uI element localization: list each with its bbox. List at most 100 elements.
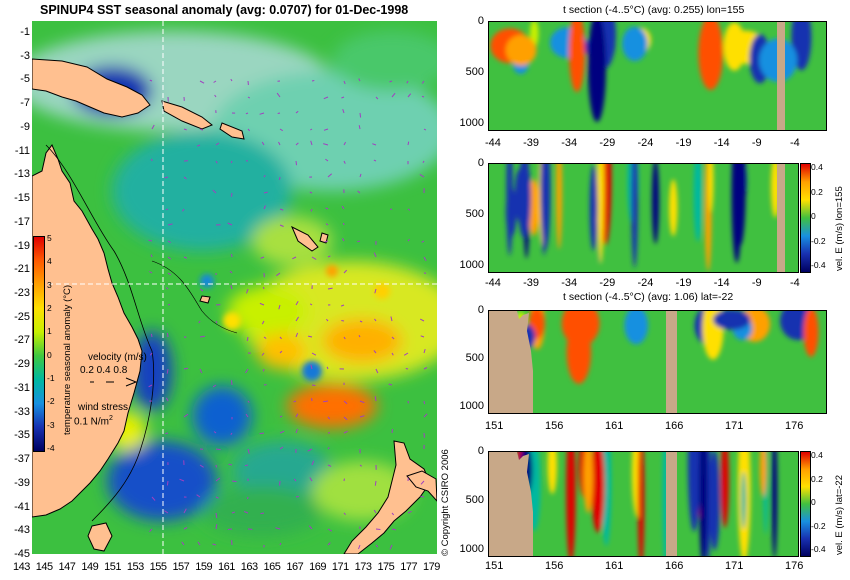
velocity-vector — [310, 208, 313, 212]
velocity-vector — [278, 141, 281, 146]
map-lon-label: 151 — [104, 561, 121, 573]
section-feature — [741, 471, 747, 529]
section-colorbar — [800, 451, 811, 557]
velocity-vector — [295, 316, 300, 322]
section-panel[interactable] — [488, 163, 799, 273]
velocity-vector — [327, 173, 333, 178]
velocity-vector — [375, 96, 379, 100]
velocity-vector — [167, 240, 171, 244]
velocity-vector — [183, 413, 189, 418]
velocity-vector — [231, 254, 233, 258]
map-lon-label: 173 — [354, 561, 372, 573]
velocity-vector — [311, 384, 316, 386]
velocity-vector — [244, 464, 249, 467]
section-feature — [583, 452, 593, 513]
pacific-islands — [161, 100, 329, 304]
section-panel[interactable] — [488, 310, 827, 414]
section-land-mask — [777, 22, 785, 130]
velocity-vector — [327, 542, 331, 546]
section-colorbar-tick: -0.2 — [811, 235, 826, 246]
velocity-vector — [279, 224, 284, 227]
velocity-vector — [308, 525, 313, 530]
velocity-vector — [231, 480, 237, 483]
velocity-vector — [388, 383, 393, 386]
section-depth-tick: 1000 — [459, 543, 484, 555]
velocity-vector — [165, 432, 169, 435]
velocity-vector — [247, 128, 250, 132]
velocity-vector — [326, 366, 329, 370]
section-panel[interactable] — [488, 451, 799, 557]
velocity-vector — [279, 336, 282, 340]
new-zealand-land — [343, 440, 431, 554]
section-colorbar — [800, 163, 811, 273]
velocity-vector — [263, 175, 266, 178]
velocity-vector — [164, 510, 169, 514]
wind-stress-key-label: wind stress — [78, 402, 129, 413]
velocity-vector — [295, 110, 299, 114]
map-lat-label: -21 — [14, 263, 30, 276]
velocity-vector — [212, 189, 217, 194]
sst-anomaly-map[interactable] — [32, 21, 437, 554]
section-x-tick: -39 — [523, 137, 540, 149]
velocity-vector — [421, 240, 425, 243]
section-colorbar-tick: -0.4 — [811, 544, 826, 554]
section-depth-tick: 0 — [477, 15, 484, 27]
velocity-vector — [279, 415, 283, 418]
section-feature — [651, 164, 660, 244]
velocity-vector — [343, 430, 348, 434]
map-lat-label: -23 — [14, 287, 30, 299]
velocity-vector — [183, 367, 189, 370]
section-feature — [622, 26, 648, 61]
velocity-vector — [341, 320, 345, 322]
velocity-vector — [164, 176, 169, 179]
section-x-tick: -44 — [485, 277, 501, 289]
map-lon-label: 165 — [263, 561, 281, 573]
velocity-vector — [148, 239, 153, 242]
velocity-vector — [149, 352, 153, 356]
velocity-vector — [295, 160, 297, 166]
map-colorbar-tick: -1 — [47, 373, 55, 383]
velocity-vector — [421, 80, 425, 84]
velocity-vector — [293, 400, 297, 403]
section-colorbar-tick: -0.2 — [811, 520, 826, 531]
velocity-vector — [197, 541, 201, 546]
velocity-vector — [227, 222, 233, 226]
velocity-vector — [375, 544, 379, 548]
velocity-vector — [341, 96, 345, 99]
section-x-tick: -14 — [713, 277, 730, 289]
velocity-vector — [183, 526, 188, 530]
velocity-vector — [247, 96, 251, 99]
map-lon-label: 155 — [149, 561, 167, 573]
new-guinea-land — [32, 58, 151, 118]
velocity-vector — [358, 334, 361, 338]
velocity-vector — [244, 511, 249, 514]
velocity-vector — [183, 128, 187, 131]
velocity-vector — [199, 128, 203, 131]
section-feature — [541, 164, 550, 236]
velocity-vector — [199, 288, 204, 292]
map-lon-label: 175 — [377, 561, 395, 573]
map-lon-label: 167 — [286, 561, 304, 573]
velocity-vector — [358, 125, 361, 130]
velocity-vector — [423, 348, 426, 354]
velocity-vector — [279, 542, 282, 546]
section-panel[interactable] — [488, 21, 827, 131]
velocity-vector — [403, 352, 409, 356]
velocity-vector — [263, 336, 267, 339]
map-colorbar-tick: 0 — [47, 349, 52, 360]
velocity-vector — [213, 431, 217, 434]
velocity-vector — [260, 256, 265, 259]
section-depth-tick: 1000 — [459, 259, 484, 271]
section-coast-mask — [489, 452, 533, 556]
velocity-vector — [407, 510, 412, 514]
velocity-vector — [358, 544, 361, 550]
map-colorbar-tick: -4 — [47, 443, 55, 453]
velocity-vector — [310, 128, 313, 131]
velocity-vector — [309, 477, 313, 482]
map-colorbar-tick: -2 — [47, 396, 55, 407]
velocity-vector — [199, 80, 205, 84]
map-lon-label: 177 — [400, 561, 418, 573]
velocity-vector — [340, 304, 345, 307]
velocity-vector — [245, 112, 249, 115]
section-colorbar-label: vel. E (m/s) lat=-22 — [834, 475, 845, 555]
